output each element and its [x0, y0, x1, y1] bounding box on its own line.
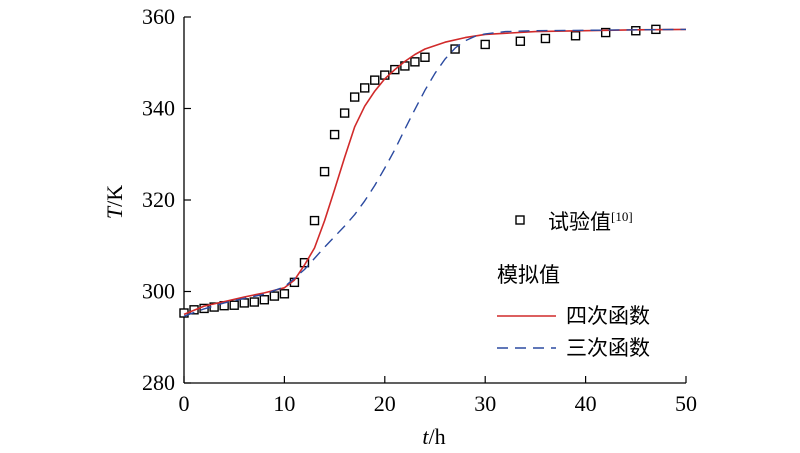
y-tick-label: 280	[142, 370, 175, 395]
y-tick-label: 340	[142, 96, 175, 121]
ticks-layer: 0 10 20 30 40 50 280 300 320 340 360	[142, 4, 697, 416]
legend-marker-square-icon	[515, 215, 525, 225]
data-point	[360, 83, 370, 93]
series-line-dashed	[183, 28, 687, 317]
data-point	[239, 298, 249, 308]
y-axis-label-unit: /K	[102, 185, 127, 207]
data-point	[540, 33, 551, 44]
data-point	[269, 291, 280, 301]
legend-group-title: 模拟值	[497, 263, 560, 287]
legend-observed-text: 试验值	[548, 210, 611, 234]
data-point	[349, 92, 360, 102]
data-point	[249, 297, 259, 307]
y-tick-label: 300	[142, 279, 175, 304]
data-point	[600, 27, 611, 38]
x-tick-label: 0	[179, 391, 190, 416]
series-layer	[179, 24, 687, 318]
x-tick-label: 40	[575, 391, 597, 416]
x-tick-label: 20	[374, 391, 396, 416]
data-point	[570, 31, 581, 41]
y-tick-label: 320	[142, 187, 175, 212]
data-point	[319, 166, 330, 177]
data-point	[229, 300, 239, 310]
data-point	[480, 39, 490, 50]
data-point	[370, 75, 380, 85]
data-point	[329, 129, 340, 140]
data-point	[299, 257, 310, 268]
legend: 试验值[10] 模拟值 四次函数 三次函数	[497, 209, 650, 360]
data-point	[279, 289, 290, 299]
data-point	[309, 215, 320, 226]
legend-observed-label: 试验值[10]	[548, 209, 633, 234]
x-axis-label-unit: /h	[429, 424, 446, 449]
legend-observed-ref: [10]	[611, 209, 633, 224]
data-point	[410, 57, 420, 67]
x-tick-label: 50	[675, 391, 697, 416]
y-tick-label: 360	[142, 4, 175, 29]
y-axis-label-var: T	[102, 205, 127, 219]
data-point	[631, 26, 641, 36]
legend-cubic-label: 三次函数	[566, 336, 650, 360]
data-point	[420, 52, 430, 62]
x-axis-label-var: t	[422, 424, 429, 449]
series-3	[183, 28, 687, 317]
legend-quartic-label: 四次函数	[566, 304, 650, 328]
x-tick-label: 10	[273, 391, 295, 416]
y-axis-label: T/K	[102, 185, 127, 219]
plot-frame	[183, 17, 686, 384]
data-point	[515, 36, 526, 46]
x-axis-label: t/h	[422, 424, 445, 449]
data-point	[259, 295, 270, 305]
series-1	[179, 24, 661, 318]
data-point	[339, 108, 350, 118]
x-tick-label: 30	[474, 391, 496, 416]
